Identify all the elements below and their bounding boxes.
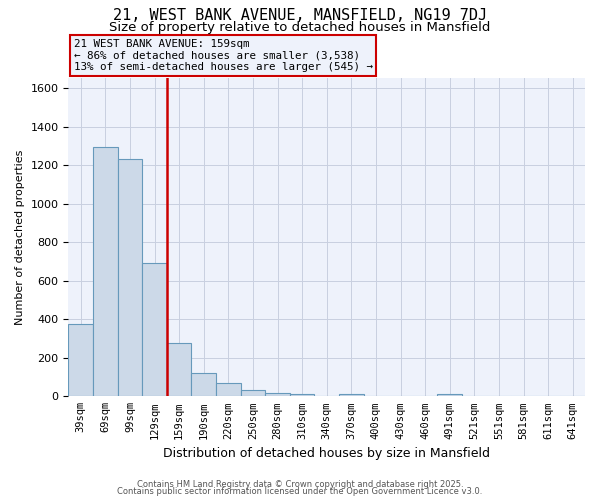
Bar <box>191 373 216 396</box>
Bar <box>437 394 462 396</box>
Text: Contains public sector information licensed under the Open Government Licence v3: Contains public sector information licen… <box>118 487 482 496</box>
Text: Size of property relative to detached houses in Mansfield: Size of property relative to detached ho… <box>109 21 491 34</box>
Bar <box>142 264 167 396</box>
Bar <box>93 147 118 396</box>
Bar <box>167 344 191 396</box>
Text: 21 WEST BANK AVENUE: 159sqm
← 86% of detached houses are smaller (3,538)
13% of : 21 WEST BANK AVENUE: 159sqm ← 86% of det… <box>74 39 373 72</box>
Bar <box>241 390 265 396</box>
Bar <box>68 324 93 396</box>
Y-axis label: Number of detached properties: Number of detached properties <box>15 150 25 325</box>
Bar <box>118 160 142 396</box>
X-axis label: Distribution of detached houses by size in Mansfield: Distribution of detached houses by size … <box>163 447 490 460</box>
Bar <box>290 394 314 396</box>
Bar <box>265 394 290 396</box>
Text: 21, WEST BANK AVENUE, MANSFIELD, NG19 7DJ: 21, WEST BANK AVENUE, MANSFIELD, NG19 7D… <box>113 8 487 22</box>
Bar <box>339 394 364 396</box>
Text: Contains HM Land Registry data © Crown copyright and database right 2025.: Contains HM Land Registry data © Crown c… <box>137 480 463 489</box>
Bar <box>216 383 241 396</box>
